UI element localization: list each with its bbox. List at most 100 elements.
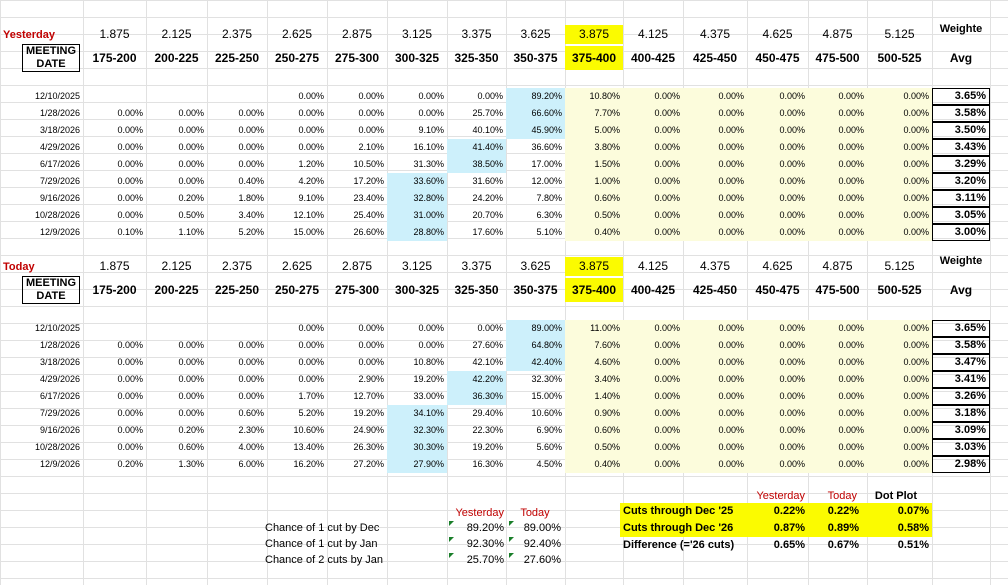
probability-cell[interactable]: 1.00%: [565, 173, 623, 190]
range-header[interactable]: 350-375: [513, 283, 558, 297]
probability-cell[interactable]: 41.40%: [447, 139, 506, 156]
probability-cell[interactable]: 0.00%: [808, 456, 867, 473]
range-header[interactable]: 175-200: [92, 51, 137, 65]
probability-cell[interactable]: 15.00%: [531, 391, 562, 401]
cuts-label[interactable]: Difference (='26 cuts): [623, 539, 735, 551]
chance-today-value[interactable]: 27.60%: [523, 554, 561, 566]
range-header[interactable]: 275-300: [334, 283, 380, 297]
probability-cell[interactable]: 0.00%: [867, 224, 932, 241]
probability-cell[interactable]: 1.70%: [298, 391, 324, 401]
probability-cell[interactable]: 66.60%: [506, 105, 565, 122]
probability-cell[interactable]: 42.20%: [447, 371, 506, 388]
probability-cell[interactable]: 0.00%: [867, 354, 932, 371]
probability-cell[interactable]: 7.70%: [565, 105, 623, 122]
probability-cell[interactable]: 1.40%: [565, 388, 623, 405]
range-header[interactable]: 325-350: [454, 283, 499, 297]
probability-cell[interactable]: 0.00%: [808, 439, 867, 456]
probability-cell[interactable]: 0.00%: [358, 91, 384, 101]
probability-cell[interactable]: 0.00%: [808, 139, 867, 156]
probability-cell[interactable]: 0.60%: [565, 422, 623, 439]
range-header[interactable]: 200-225: [154, 51, 199, 65]
probability-cell[interactable]: 24.20%: [472, 193, 503, 203]
probability-cell[interactable]: 9.10%: [418, 125, 444, 135]
probability-cell[interactable]: 0.00%: [683, 422, 747, 439]
probability-cell[interactable]: 0.00%: [117, 408, 143, 418]
rate-header[interactable]: 4.375: [699, 27, 731, 41]
probability-cell[interactable]: 0.00%: [808, 122, 867, 139]
probability-cell[interactable]: 0.00%: [867, 337, 932, 354]
range-header[interactable]: 450-475: [755, 283, 800, 297]
probability-cell[interactable]: 7.80%: [536, 193, 562, 203]
probability-cell[interactable]: 0.00%: [867, 105, 932, 122]
range-header[interactable]: 375-400: [565, 278, 623, 302]
probability-cell[interactable]: 25.40%: [353, 210, 384, 220]
meeting-date-cell[interactable]: 12/9/2026: [39, 459, 80, 469]
probability-cell[interactable]: 0.00%: [238, 391, 264, 401]
probability-cell[interactable]: 11.00%: [565, 320, 623, 337]
probability-cell[interactable]: 0.00%: [117, 442, 143, 452]
chance-label[interactable]: Chance of 1 cut by Dec: [265, 522, 380, 534]
cuts-today-header[interactable]: Today: [827, 490, 857, 502]
probability-cell[interactable]: 0.00%: [477, 91, 503, 101]
weighted-avg-cell[interactable]: 3.03%: [932, 439, 990, 456]
probability-cell[interactable]: 33.00%: [413, 391, 444, 401]
probability-cell[interactable]: 0.00%: [117, 176, 143, 186]
probability-cell[interactable]: 0.00%: [683, 224, 747, 241]
probability-cell[interactable]: 89.00%: [506, 320, 565, 337]
meeting-date-cell[interactable]: 9/16/2026: [39, 425, 80, 435]
probability-cell[interactable]: 0.00%: [623, 320, 683, 337]
probability-cell[interactable]: 40.10%: [472, 125, 503, 135]
rate-header[interactable]: 1.875: [99, 259, 130, 273]
probability-cell[interactable]: 27.20%: [353, 459, 384, 469]
probability-cell[interactable]: 28.80%: [387, 224, 447, 241]
probability-cell[interactable]: 36.60%: [531, 142, 562, 152]
weighted-avg-cell[interactable]: 3.43%: [932, 139, 990, 156]
probability-cell[interactable]: 0.00%: [623, 337, 683, 354]
meeting-date-cell[interactable]: 3/18/2026: [39, 125, 80, 135]
meeting-date-cell[interactable]: 12/9/2026: [39, 227, 80, 237]
probability-cell[interactable]: 1.50%: [565, 156, 623, 173]
weighted-avg-cell[interactable]: 3.26%: [932, 388, 990, 405]
probability-cell[interactable]: 3.80%: [565, 139, 623, 156]
rate-header[interactable]: 4.875: [822, 27, 853, 41]
range-header[interactable]: 200-225: [154, 283, 199, 297]
probability-cell[interactable]: 34.10%: [387, 405, 447, 422]
probability-cell[interactable]: 0.20%: [117, 459, 143, 469]
probability-cell[interactable]: 0.00%: [117, 391, 143, 401]
range-header[interactable]: 425-450: [692, 51, 738, 65]
probability-cell[interactable]: 5.60%: [536, 442, 562, 452]
chance-today-value[interactable]: 92.40%: [523, 538, 561, 550]
probability-cell[interactable]: 0.00%: [867, 439, 932, 456]
probability-cell[interactable]: 0.00%: [747, 456, 808, 473]
cuts-label[interactable]: Cuts through Dec '26: [620, 520, 750, 537]
probability-cell[interactable]: 0.00%: [867, 173, 932, 190]
probability-cell[interactable]: 0.00%: [117, 210, 143, 220]
probability-cell[interactable]: 0.00%: [238, 108, 264, 118]
probability-cell[interactable]: 4.50%: [536, 459, 562, 469]
range-header[interactable]: 225-250: [214, 51, 260, 65]
probability-cell[interactable]: 26.60%: [353, 227, 384, 237]
probability-cell[interactable]: 0.00%: [298, 340, 324, 350]
weighted-avg-cell[interactable]: 3.41%: [932, 371, 990, 388]
meeting-date-header[interactable]: MEETING DATE: [22, 276, 80, 304]
cuts-yesterday-header[interactable]: Yesterday: [756, 490, 805, 502]
probability-cell[interactable]: 6.30%: [536, 210, 562, 220]
probability-cell[interactable]: 0.00%: [298, 142, 324, 152]
probability-cell[interactable]: 0.00%: [238, 125, 264, 135]
range-header[interactable]: 175-200: [92, 283, 137, 297]
rate-header[interactable]: 3.375: [461, 27, 492, 41]
probability-cell[interactable]: 0.00%: [867, 190, 932, 207]
cuts-dot-plot-value[interactable]: 0.51%: [897, 539, 929, 551]
meeting-date-cell[interactable]: 1/28/2026: [39, 340, 80, 350]
probability-cell[interactable]: 19.20%: [472, 442, 503, 452]
probability-cell[interactable]: 0.40%: [565, 456, 623, 473]
probability-cell[interactable]: 0.50%: [178, 210, 204, 220]
probability-cell[interactable]: 0.00%: [117, 159, 143, 169]
probability-cell[interactable]: 89.20%: [506, 88, 565, 105]
chance-yesterday-value[interactable]: 92.30%: [466, 538, 504, 550]
probability-cell[interactable]: 0.00%: [623, 207, 683, 224]
meeting-date-cell[interactable]: 10/28/2026: [34, 442, 80, 452]
section-label[interactable]: Today: [3, 261, 35, 273]
probability-cell[interactable]: 0.00%: [683, 337, 747, 354]
probability-cell[interactable]: [83, 88, 146, 105]
